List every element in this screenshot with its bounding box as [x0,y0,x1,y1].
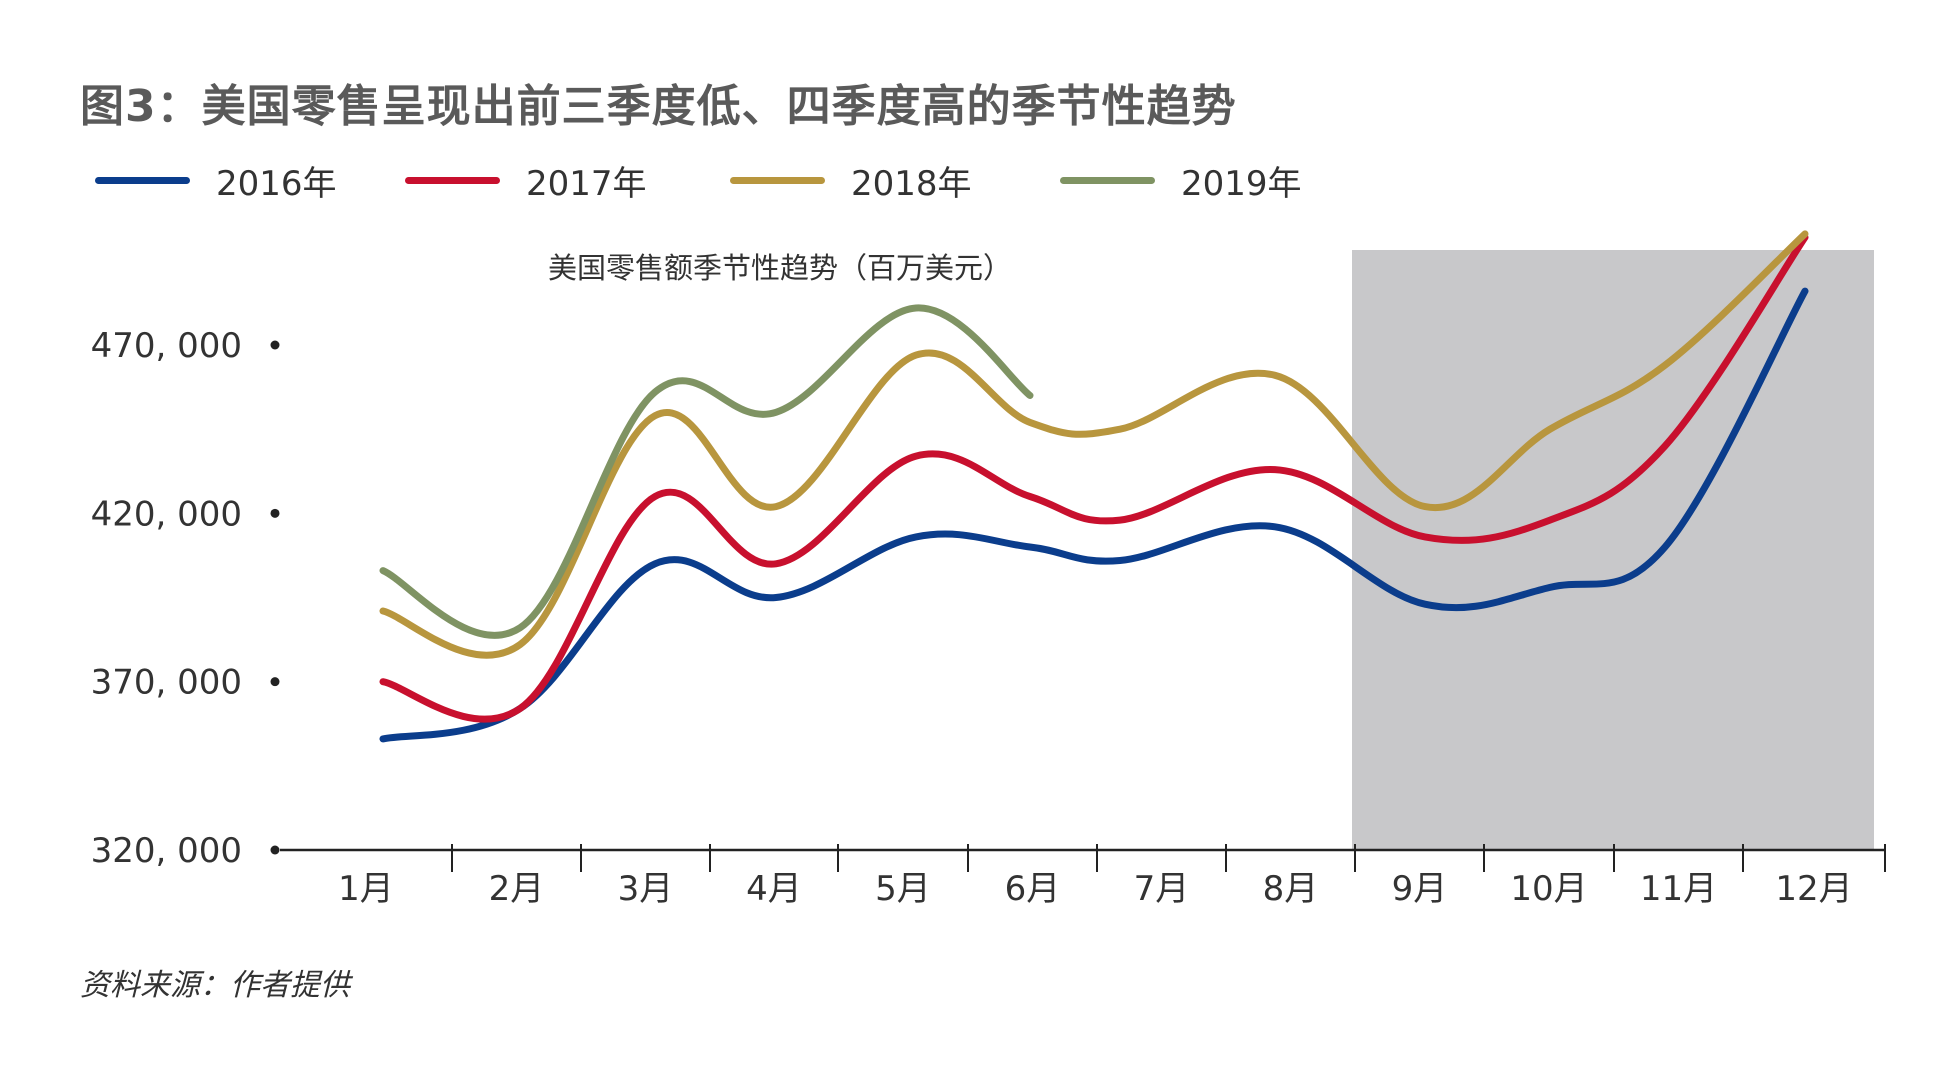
y-tick-dot [270,845,280,855]
x-tick-label: 12月 [1775,869,1852,909]
y-tick-label: 370, 000 [91,663,242,703]
chart-title: 图3：美国零售呈现出前三季度低、四季度高的季节性趋势 [80,81,1237,132]
y-tick-dot [270,340,280,350]
legend: 2016年 2017年 2018年 2019年 [95,155,1395,205]
chart-annotation: 美国零售额季节性趋势（百万美元） [548,251,1012,285]
x-tick-label: 10月 [1510,869,1587,909]
source-note: 资料来源：作者提供 [80,968,350,1003]
series-line-2018年 [379,230,1809,659]
x-tick-label: 6月 [1005,869,1061,909]
axes: 1月 2月 3月 4月 5月 6月 7月 8月 9月 10月 11月 12月 320, 000 370, … [91,326,1886,909]
x-tick-label: 3月 [618,869,674,909]
highlight-region [1352,250,1874,850]
x-tick-label: 1月 [338,869,394,909]
legend-swatch-2017 [405,176,500,184]
series-layer [379,230,1809,743]
x-tick-label: 8月 [1263,869,1319,909]
legend-swatch-2019 [1060,176,1155,184]
series-line-2016年 [379,287,1809,743]
series-line-2019年 [379,304,1034,639]
y-tick-dot [270,677,280,687]
x-tick-label: 2月 [489,869,545,909]
legend-label-2019: 2019年 [1181,163,1302,204]
y-tick-dot [270,508,280,518]
x-tick-label: 9月 [1392,869,1448,909]
legend-label-2017: 2017年 [526,163,647,204]
legend-item-2018: 2018年 [730,155,972,205]
legend-label-2016: 2016年 [216,163,337,204]
y-tick-label: 470, 000 [91,326,242,366]
legend-item-2016: 2016年 [95,155,337,205]
x-tick-label: 5月 [875,869,931,909]
legend-swatch-2018 [730,176,825,184]
highlight-region-layer [1352,250,1874,850]
x-tick-label: 7月 [1134,869,1190,909]
legend-item-2019: 2019年 [1060,155,1302,205]
legend-swatch-2016 [95,176,190,184]
y-tick-label: 420, 000 [91,494,242,534]
legend-label-2018: 2018年 [851,163,972,204]
series-line-2017年 [379,233,1809,723]
x-tick-label: 4月 [746,869,802,909]
y-tick-label: 320, 000 [91,831,242,871]
legend-item-2017: 2017年 [405,155,647,205]
x-tick-label: 11月 [1640,869,1717,909]
